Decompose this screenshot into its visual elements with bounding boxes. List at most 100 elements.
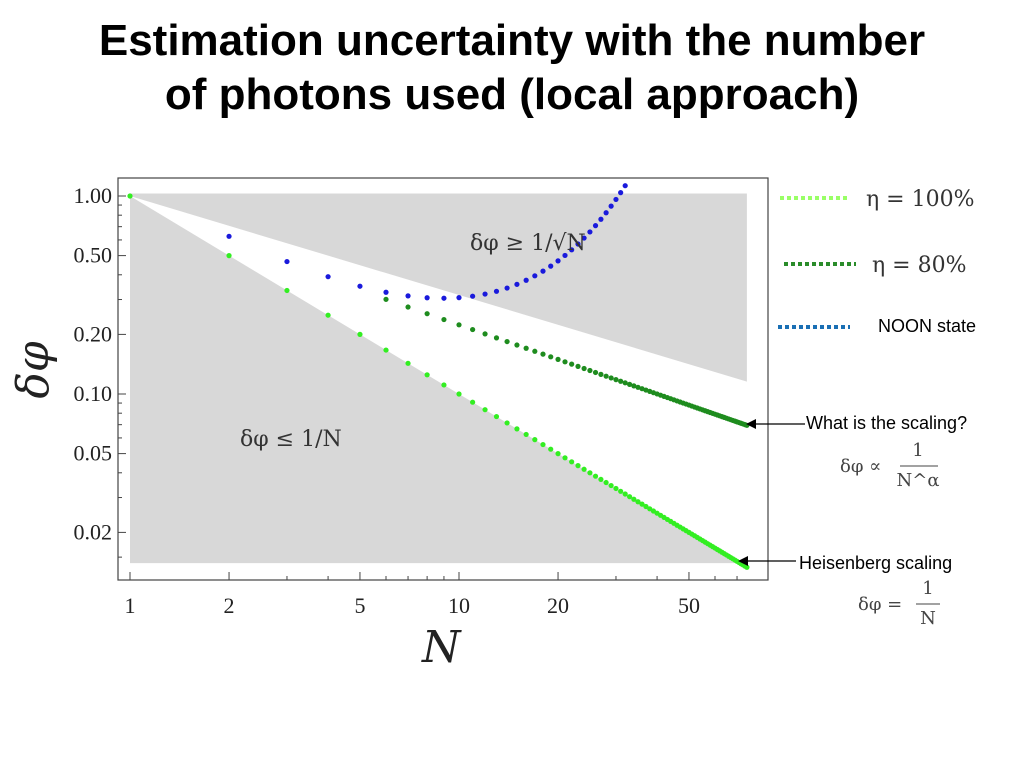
point-noon [581, 235, 587, 241]
point-noon [504, 285, 510, 291]
y-tick-label: 0.02 [74, 519, 113, 544]
point-eta100 [631, 496, 637, 502]
point-eta80 [575, 363, 581, 369]
point-eta100 [555, 451, 561, 457]
point-eta80 [548, 354, 554, 360]
x-tick-label: 50 [678, 593, 700, 618]
point-noon [357, 283, 363, 289]
point-noon [226, 233, 232, 239]
point-eta100 [284, 287, 290, 294]
point-noon [569, 247, 575, 253]
point-noon [603, 210, 609, 216]
y-tick-label: 1.00 [74, 183, 113, 208]
point-eta100 [587, 470, 593, 476]
point-noon [532, 273, 538, 279]
point-noon [456, 295, 462, 301]
point-eta80 [405, 304, 411, 310]
point-noon [284, 258, 290, 265]
upper-region-label: δφ ≥ 1/√N [470, 231, 586, 256]
point-eta100 [514, 426, 520, 432]
point-eta100 [643, 503, 649, 510]
scaling-arrowhead [746, 419, 756, 429]
scaling-annotation: What is the scaling? δφ ∝ 1 N^α [746, 413, 967, 491]
point-eta100 [635, 499, 641, 505]
point-eta80 [618, 378, 624, 384]
point-noon [540, 268, 546, 274]
heisenberg-formula-denominator: N [920, 608, 936, 629]
point-eta80 [424, 311, 430, 317]
point-noon [613, 196, 619, 203]
point-eta80 [562, 359, 568, 365]
slide-title-line-1: Estimation uncertainty with the number [98, 16, 926, 65]
legend-label-noon: NOON state [878, 316, 976, 336]
point-noon [618, 189, 624, 196]
heisenberg-formula-lhs: δφ = [858, 594, 902, 615]
heisenberg-formula-numerator: 1 [922, 578, 933, 599]
x-axis-label: N [421, 622, 462, 673]
slide-title-line-2: of photons used (local approach) [164, 70, 860, 119]
heisenberg-text: Heisenberg scaling [799, 553, 952, 573]
point-eta100 [226, 253, 232, 259]
point-eta80 [569, 361, 575, 367]
point-eta100 [581, 466, 587, 472]
point-eta100 [456, 391, 462, 397]
x-tick-label: 2 [224, 593, 235, 618]
heisenberg-arrowhead [738, 556, 748, 566]
point-eta80 [514, 342, 520, 348]
point-eta100 [639, 501, 645, 507]
y-tick-label: 0.10 [74, 381, 113, 406]
point-eta80 [635, 384, 641, 390]
point-noon [405, 293, 411, 299]
point-eta80 [587, 367, 593, 374]
point-eta80 [631, 383, 637, 389]
legend: η = 100% η = 80% NOON state [778, 187, 976, 336]
point-eta100 [598, 476, 604, 483]
point-eta80 [441, 316, 447, 323]
y-tick-label: 0.05 [74, 441, 113, 466]
scaling-formula-numerator: 1 [912, 440, 923, 461]
point-noon [608, 203, 614, 209]
point-noon [555, 258, 561, 264]
point-eta100 [325, 312, 331, 318]
point-noon [592, 223, 599, 229]
point-noon [424, 295, 430, 301]
lower-forbidden-region [130, 196, 747, 568]
point-eta100 [569, 459, 575, 465]
x-tick-label: 5 [354, 593, 365, 618]
lower-region-label: δφ ≤ 1/N [240, 427, 342, 452]
point-eta100 [613, 485, 619, 492]
point-eta80 [470, 326, 476, 333]
point-eta100 [441, 382, 447, 388]
point-eta80 [532, 348, 538, 354]
point-eta80 [613, 377, 619, 383]
legend-label-eta80: η = 80% [872, 253, 967, 278]
point-noon [514, 281, 520, 287]
point-eta100 [744, 564, 750, 570]
point-eta100 [405, 360, 411, 366]
point-eta80 [540, 351, 546, 357]
x-tick-label: 10 [448, 593, 470, 618]
point-noon [562, 252, 568, 259]
point-eta100 [470, 399, 476, 405]
point-eta100 [608, 482, 614, 489]
y-tick-label: 0.20 [74, 321, 113, 346]
point-eta80 [603, 373, 609, 379]
point-noon [383, 289, 389, 295]
point-eta100 [603, 479, 609, 486]
point-noon [587, 229, 593, 235]
point-noon [622, 183, 628, 189]
point-noon [575, 241, 581, 247]
y-tick-label: 0.50 [74, 243, 113, 268]
slide-title: Estimation uncertainty with the number o… [0, 14, 1024, 122]
point-eta80 [592, 369, 599, 376]
point-eta80 [581, 365, 587, 372]
point-eta80 [456, 322, 462, 328]
point-eta100 [540, 441, 546, 448]
legend-label-eta100: η = 100% [866, 187, 975, 212]
point-eta100 [622, 491, 628, 497]
point-noon [548, 263, 554, 269]
point-eta100 [482, 407, 488, 413]
point-eta100 [618, 488, 624, 494]
point-eta100 [127, 193, 133, 199]
